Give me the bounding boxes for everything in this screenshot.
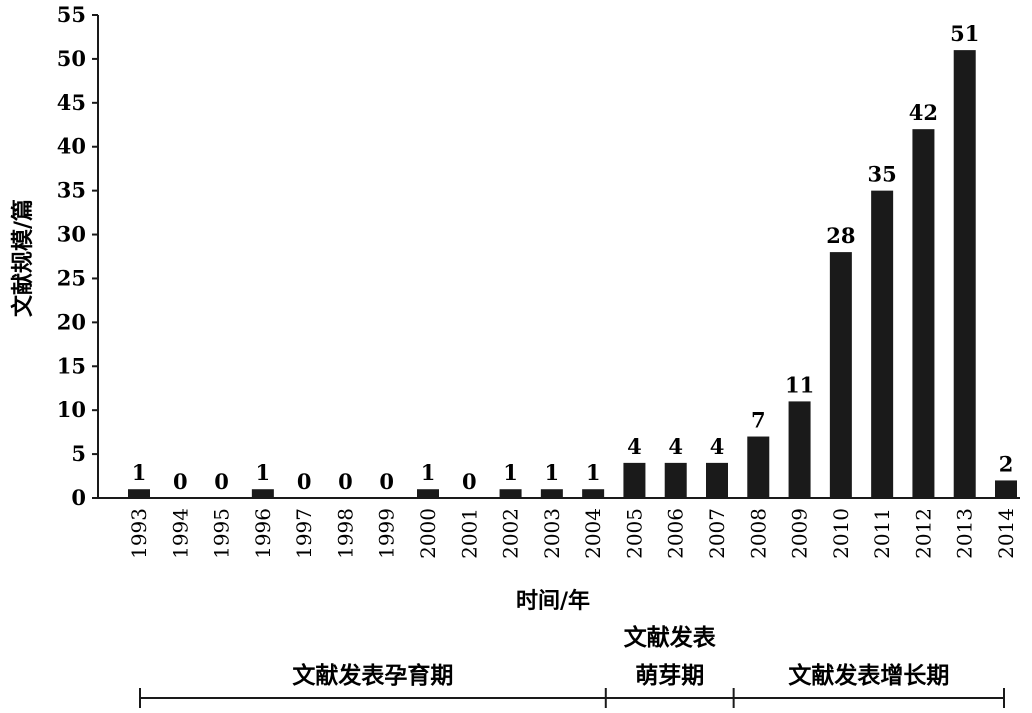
x-tick-label: 1994	[168, 508, 192, 559]
bar	[582, 489, 605, 498]
bar	[251, 489, 274, 498]
data-label: 0	[173, 469, 188, 494]
data-label: 1	[503, 460, 518, 485]
x-tick-label: 1997	[292, 508, 316, 559]
bar	[128, 489, 150, 498]
y-tick-label: 40	[57, 134, 86, 159]
y-tick-label: 50	[57, 46, 86, 71]
y-tick-label: 15	[57, 353, 86, 378]
bar	[912, 129, 935, 498]
data-label: 35	[868, 162, 897, 187]
data-label: 1	[545, 460, 560, 485]
x-axis-title: 时间/年	[516, 588, 590, 614]
phase-label: 文献发表孕育期	[292, 662, 453, 689]
data-label: 0	[214, 469, 229, 494]
data-label: 1	[132, 460, 147, 485]
bar	[788, 401, 811, 498]
y-tick-label: 45	[57, 90, 86, 115]
phase-label: 文献发表	[624, 624, 717, 651]
data-label: 0	[338, 469, 353, 494]
y-tick-label: 55	[57, 2, 86, 27]
x-tick-label: 2011	[870, 508, 894, 559]
data-label: 1	[256, 460, 271, 485]
data-label: 2	[999, 451, 1014, 476]
data-label: 7	[751, 408, 766, 433]
x-tick-label: 1995	[210, 508, 234, 559]
data-label: 0	[379, 469, 394, 494]
x-tick-label: 2010	[829, 508, 853, 559]
x-tick-label: 2001	[457, 508, 481, 559]
y-tick-label: 30	[57, 222, 86, 247]
x-axis: 1993 1994 1995 1996 1997 1998 1999 2000 2001 2002…	[98, 497, 1020, 559]
bar	[995, 480, 1017, 498]
data-label: 0	[462, 469, 477, 494]
bar	[417, 489, 439, 498]
bar	[706, 462, 728, 498]
y-tick-label: 25	[57, 265, 86, 290]
x-tick-label: 2003	[540, 508, 564, 559]
bar	[871, 190, 894, 499]
x-tick-label: 1999	[375, 508, 399, 559]
data-label: 51	[950, 21, 979, 46]
y-tick-label: 20	[57, 309, 86, 334]
bar	[953, 50, 976, 499]
x-tick-label: 1993	[127, 508, 151, 559]
x-tick-label: 2014	[994, 508, 1018, 559]
bar	[664, 462, 687, 498]
x-tick-label: 2008	[746, 508, 770, 559]
x-tick-label: 2007	[705, 508, 729, 559]
bar	[829, 252, 852, 498]
data-label: 28	[826, 223, 855, 248]
bar	[623, 462, 646, 498]
data-label: 0	[297, 469, 312, 494]
x-tick-label: 2013	[953, 508, 977, 559]
bar	[499, 489, 522, 498]
x-tick-label: 2005	[622, 508, 646, 559]
data-label: 4	[710, 434, 725, 459]
phase-label: 文献发表增长期	[788, 662, 949, 689]
data-label: 11	[785, 372, 814, 397]
bar	[540, 489, 563, 498]
y-tick-label: 0	[71, 485, 86, 510]
y-axis: 0 5 10 15 20 25 30 35 40 45 50 55	[57, 2, 99, 510]
data-label: 1	[421, 460, 436, 485]
y-tick-label: 10	[57, 397, 86, 422]
y-axis-title: 文献规模/篇	[10, 199, 36, 317]
data-label: 4	[668, 434, 683, 459]
data-label: 1	[586, 460, 601, 485]
bar	[747, 436, 770, 498]
x-tick-label: 1996	[251, 508, 275, 559]
data-label: 4	[627, 434, 642, 459]
x-tick-label: 2000	[416, 508, 440, 559]
x-tick-label: 2004	[581, 508, 605, 559]
x-tick-label: 2012	[911, 508, 935, 559]
y-tick-label: 5	[71, 441, 86, 466]
x-tick-label: 2002	[499, 508, 523, 559]
x-tick-label: 2006	[664, 508, 688, 559]
phase-label: 萌芽期	[635, 662, 704, 689]
data-label: 42	[909, 100, 938, 125]
x-tick-label: 2009	[788, 508, 812, 559]
y-tick-label: 35	[57, 178, 86, 203]
x-tick-label: 1998	[333, 508, 357, 559]
